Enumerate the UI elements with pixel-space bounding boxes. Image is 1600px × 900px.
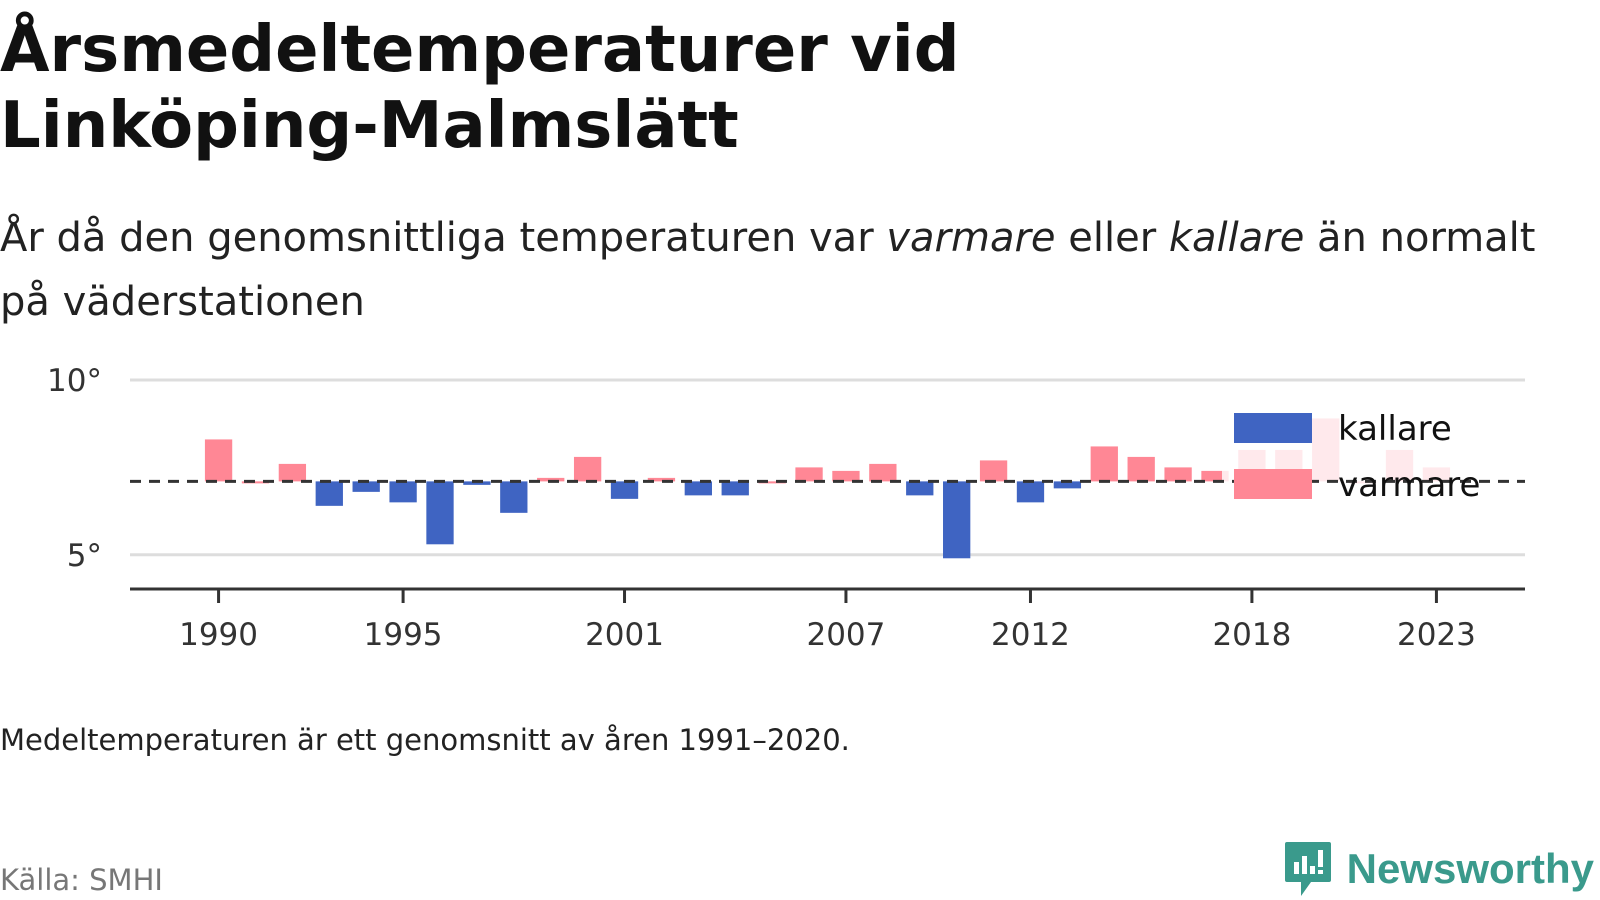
- bar-2001: [610, 481, 639, 499]
- legend-swatch-colder: [1234, 413, 1312, 443]
- footnote: Medeltemperaturen är ett genomsnitt av å…: [0, 723, 850, 757]
- y-tick-label: 5°: [67, 538, 102, 574]
- bar-2005: [758, 481, 786, 484]
- newsworthy-logo-icon: [1284, 842, 1331, 896]
- bar-2000: [573, 456, 602, 482]
- bar-2004: [721, 481, 749, 496]
- chart-subtitle: År då den genomsnittliga temperaturen va…: [0, 206, 1560, 334]
- temperature-bar-chart: kallare varmare 5° 10° 1990 1995 2001 2007 2012…: [47, 363, 1532, 653]
- bar-1995: [389, 481, 417, 503]
- bar-2009: [906, 481, 934, 496]
- bar-2016: [1164, 467, 1192, 482]
- legend-label-warmer: varmare: [1338, 465, 1480, 505]
- source-credit: Källa: SMHI: [0, 863, 163, 897]
- grid-lines: [130, 378, 1525, 557]
- bar-2012: [1016, 481, 1045, 503]
- bar-2015: [1127, 456, 1155, 482]
- x-tick-label: 2012: [991, 617, 1070, 653]
- legend-label-colder: kallare: [1338, 409, 1452, 449]
- legend-swatch-warmer: [1234, 469, 1312, 499]
- subtitle-emphasis-warmer: varmare: [886, 215, 1056, 261]
- bar-2003: [684, 481, 712, 496]
- x-tick-label: 2018: [1212, 617, 1291, 653]
- bar-2002: [647, 477, 676, 482]
- bar-2014: [1090, 446, 1118, 482]
- bar-2017: [1201, 470, 1229, 482]
- bar-2013: [1053, 481, 1082, 489]
- bar-1993: [315, 481, 343, 506]
- bar-2011: [979, 460, 1008, 482]
- y-tick-label: 10°: [47, 363, 102, 399]
- bar-1994: [352, 481, 380, 492]
- axes: 5° 10° 1990 1995 2001 2007 2012 2018 2023: [47, 363, 1525, 653]
- x-tick-label: 2023: [1397, 617, 1476, 653]
- legend: kallare varmare: [1234, 409, 1480, 505]
- bar-1992: [278, 463, 307, 482]
- bar-2006: [795, 467, 823, 482]
- bar-2008: [869, 463, 897, 482]
- bar-1996: [426, 481, 454, 545]
- x-tick-label: 1990: [179, 617, 258, 653]
- bar-1991: [241, 481, 270, 484]
- bar-2010: [943, 481, 971, 559]
- bar-2007: [832, 470, 860, 482]
- bar-1999: [537, 477, 565, 482]
- bar-1997: [463, 481, 491, 485]
- x-tick-label: 2007: [806, 617, 885, 653]
- bar-1998: [500, 481, 528, 513]
- brand-name: Newsworthy: [1346, 845, 1594, 892]
- subtitle-text-2: eller: [1055, 215, 1169, 261]
- subtitle-emphasis-colder: kallare: [1168, 215, 1305, 261]
- x-tick-label: 2001: [585, 617, 664, 653]
- brand-logo-block[interactable]: Newsworthy: [1283, 840, 1594, 898]
- bar-1990: [204, 439, 233, 482]
- x-tick-label: 1995: [364, 617, 443, 653]
- subtitle-text-3: än normalt på väderstationen: [0, 215, 1536, 325]
- chart-title: Årsmedeltemperaturer vid Linköping-Malms…: [0, 13, 960, 163]
- subtitle-text-1: År då den genomsnittliga temperaturen va…: [0, 215, 887, 261]
